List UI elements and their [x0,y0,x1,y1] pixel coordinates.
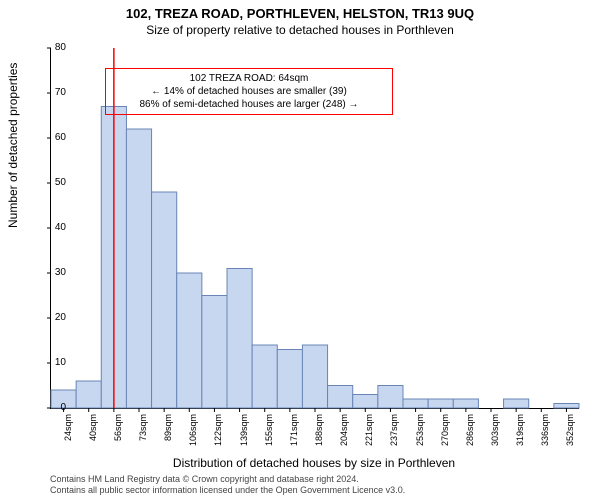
x-axis-label: Distribution of detached houses by size … [50,456,578,470]
annotation-line-2: ← 14% of detached houses are smaller (39… [114,85,384,98]
x-tick-label: 352sqm [565,414,575,454]
x-tick-label: 24sqm [63,414,73,454]
footer: Contains HM Land Registry data © Crown c… [50,474,405,496]
chart-subtitle: Size of property relative to detached ho… [0,21,600,37]
annotation-box: 102 TREZA ROAD: 64sqm ← 14% of detached … [105,68,393,115]
x-tick-label: 73sqm [138,414,148,454]
footer-line-1: Contains HM Land Registry data © Crown c… [50,474,405,485]
x-tick-label: 89sqm [163,414,173,454]
x-tick-label: 319sqm [515,414,525,454]
footer-line-2: Contains all public sector information l… [50,485,405,496]
x-tick-label: 237sqm [389,414,399,454]
chart-area: 102 TREZA ROAD: 64sqm ← 14% of detached … [50,48,578,408]
x-tick-label: 270sqm [440,414,450,454]
x-tick-label: 286sqm [465,414,475,454]
y-tick-label: 50 [38,177,66,188]
x-tick-label: 56sqm [113,414,123,454]
x-tick-label: 303sqm [490,414,500,454]
y-tick-label: 70 [38,87,66,98]
y-tick-label: 10 [38,357,66,368]
x-tick-label: 155sqm [264,414,274,454]
y-tick-label: 30 [38,267,66,278]
x-tick-label: 336sqm [540,414,550,454]
x-tick-label: 40sqm [88,414,98,454]
annotation-line-1: 102 TREZA ROAD: 64sqm [114,72,384,85]
chart-title: 102, TREZA ROAD, PORTHLEVEN, HELSTON, TR… [0,0,600,21]
x-tick-label: 106sqm [188,414,198,454]
x-tick-label: 204sqm [339,414,349,454]
x-tick-label: 171sqm [289,414,299,454]
y-tick-label: 40 [38,222,66,233]
y-axis-label: Number of detached properties [6,63,20,228]
y-tick-label: 80 [38,42,66,53]
annotation-line-3: 86% of semi-detached houses are larger (… [114,98,384,111]
y-tick-label: 20 [38,312,66,323]
x-tick-label: 139sqm [239,414,249,454]
x-tick-label: 221sqm [364,414,374,454]
x-tick-label: 122sqm [213,414,223,454]
y-tick-label: 0 [38,402,66,413]
x-tick-label: 253sqm [415,414,425,454]
chart-container: 102, TREZA ROAD, PORTHLEVEN, HELSTON, TR… [0,0,600,500]
x-tick-label: 188sqm [314,414,324,454]
y-tick-label: 60 [38,132,66,143]
